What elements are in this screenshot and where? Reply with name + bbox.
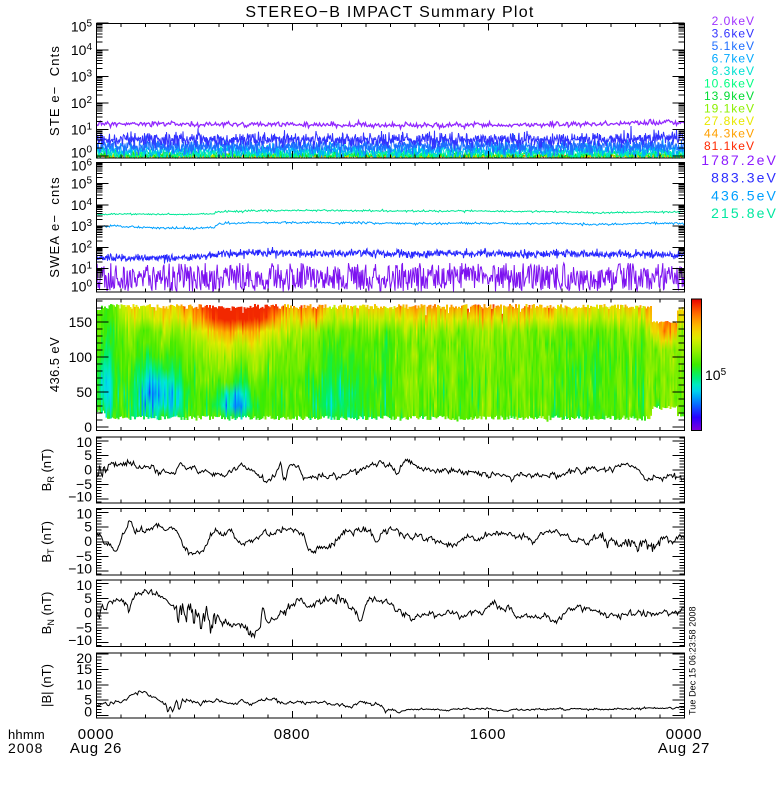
svg-text:8.3keV: 8.3keV xyxy=(712,64,755,78)
svg-text:BT (nT): BT (nT) xyxy=(39,521,56,563)
svg-text:2008: 2008 xyxy=(8,740,44,756)
svg-text:−5: −5 xyxy=(76,619,92,635)
svg-text:1600: 1600 xyxy=(470,726,507,743)
svg-text:STEREO−B IMPACT Summary Plot: STEREO−B IMPACT Summary Plot xyxy=(245,4,534,21)
svg-text:10: 10 xyxy=(76,434,92,450)
svg-text:15: 15 xyxy=(76,661,92,677)
svg-text:436.5 eV: 436.5 eV xyxy=(47,337,62,392)
svg-text:−5: −5 xyxy=(76,476,92,492)
svg-text:STE e− Cnts: STE e− Cnts xyxy=(47,45,62,136)
svg-text:27.8keV: 27.8keV xyxy=(704,114,755,128)
svg-text:883.3eV: 883.3eV xyxy=(711,170,778,186)
svg-text:436.5eV: 436.5eV xyxy=(711,187,778,203)
svg-text:44.3keV: 44.3keV xyxy=(704,127,755,141)
svg-text:SWEA e− cnts: SWEA e− cnts xyxy=(47,176,62,277)
svg-text:13.9keV: 13.9keV xyxy=(704,89,755,103)
svg-text:hhmm: hhmm xyxy=(8,727,45,742)
svg-text:Aug 26: Aug 26 xyxy=(70,740,122,757)
svg-text:10: 10 xyxy=(76,676,92,692)
svg-text:0000: 0000 xyxy=(78,726,115,743)
svg-text:0: 0 xyxy=(84,533,92,549)
svg-text:3.6keV: 3.6keV xyxy=(712,27,755,41)
svg-text:20: 20 xyxy=(76,650,92,666)
svg-text:5: 5 xyxy=(84,519,92,535)
svg-text:BN (nT): BN (nT) xyxy=(39,592,56,635)
svg-text:100: 100 xyxy=(69,349,93,365)
svg-text:−5: −5 xyxy=(76,548,92,564)
svg-text:50: 50 xyxy=(76,384,92,400)
svg-text:6.7keV: 6.7keV xyxy=(712,52,755,66)
svg-text:−10: −10 xyxy=(68,489,92,505)
svg-text:0000: 0000 xyxy=(666,726,703,743)
svg-text:0: 0 xyxy=(84,605,92,621)
svg-text:81.1keV: 81.1keV xyxy=(704,139,755,153)
svg-text:Tue Dec 15 06:23:58 2008: Tue Dec 15 06:23:58 2008 xyxy=(688,606,698,715)
svg-text:0800: 0800 xyxy=(274,726,311,743)
svg-text:5: 5 xyxy=(84,590,92,606)
svg-text:5: 5 xyxy=(84,692,92,708)
svg-text:0: 0 xyxy=(84,419,92,435)
svg-text:−10: −10 xyxy=(68,561,92,577)
svg-text:10.6keV: 10.6keV xyxy=(704,77,755,91)
svg-text:5.1keV: 5.1keV xyxy=(712,39,755,53)
svg-text:|B| (nT): |B| (nT) xyxy=(39,664,54,707)
svg-text:10: 10 xyxy=(76,577,92,593)
svg-text:0: 0 xyxy=(84,462,92,478)
svg-text:5: 5 xyxy=(84,447,92,463)
svg-text:215.8eV: 215.8eV xyxy=(711,205,778,221)
svg-text:BR (nT): BR (nT) xyxy=(39,449,56,492)
svg-text:150: 150 xyxy=(69,314,93,330)
svg-text:Aug 27: Aug 27 xyxy=(658,740,710,757)
svg-text:2.0keV: 2.0keV xyxy=(712,14,755,28)
svg-text:10: 10 xyxy=(76,506,92,522)
svg-text:1787.2eV: 1787.2eV xyxy=(701,152,778,168)
svg-text:19.1keV: 19.1keV xyxy=(704,102,755,116)
svg-text:0: 0 xyxy=(84,704,92,720)
svg-text:−10: −10 xyxy=(68,632,92,648)
